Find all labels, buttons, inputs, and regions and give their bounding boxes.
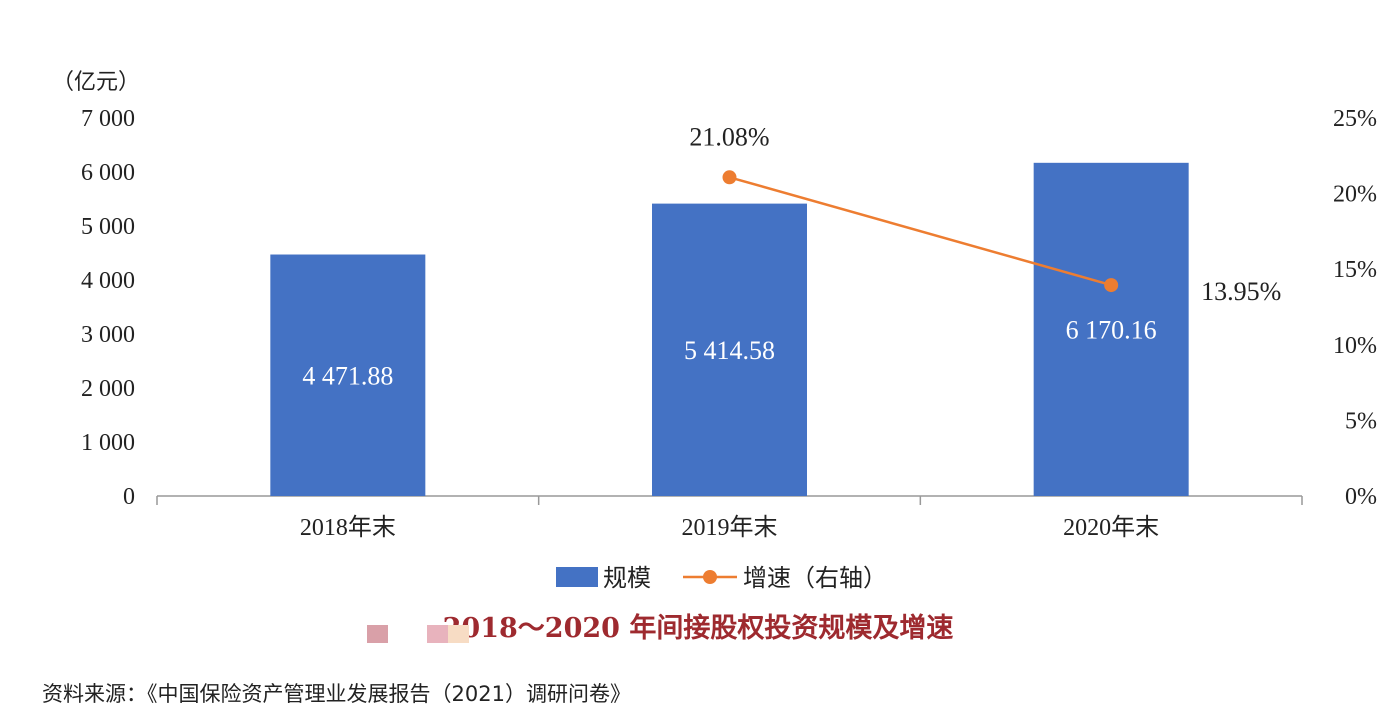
growth-point (1104, 278, 1119, 293)
x-tick-label: 2018年末 (300, 514, 396, 541)
decoration-mark (367, 625, 388, 643)
y-right-tick-label: 10% (1333, 333, 1377, 359)
bar (270, 254, 426, 496)
y-left-tick-label: 6 000 (81, 160, 135, 186)
y-left-tick-label: 1 000 (81, 430, 135, 456)
legend-label-line: 增速（右轴） (743, 564, 887, 592)
y-left-tick-label: 3 000 (81, 322, 135, 348)
chart: 0 1 000 2 000 3 000 4 000 5 000 6 000 7 000 （亿元）… (52, 70, 1377, 592)
bar (1033, 162, 1189, 497)
y-right-tick-label: 25% (1333, 106, 1377, 132)
growth-value-label: 13.95% (1201, 277, 1281, 306)
bar-value-label: 6 170.16 (1066, 315, 1157, 344)
growth-value-label: 21.08% (689, 122, 769, 151)
y-right-tick-label: 0% (1345, 484, 1377, 510)
y-right-tick-label: 15% (1333, 257, 1377, 283)
axes: 0 1 000 2 000 3 000 4 000 5 000 6 000 7 000 （亿元）… (52, 70, 1377, 541)
bar-value-label: 5 414.58 (684, 336, 775, 365)
decoration-mark (427, 625, 448, 643)
legend-label-bar: 规模 (603, 564, 651, 592)
source-note: 资料来源：《中国保险资产管理业发展报告（2021）调研问卷》 (42, 682, 631, 706)
y-left-tick-label: 4 000 (81, 268, 135, 294)
y-left-unit: （亿元） (52, 70, 140, 95)
y-left-tick-label: 0 (123, 484, 135, 510)
y-left-tick-label: 5 000 (81, 214, 135, 240)
chart-title: 2018～2020 年间接股权投资规模及增速 (442, 613, 954, 644)
bar (652, 203, 807, 497)
x-tick-label: 2019年末 (682, 514, 778, 541)
y-right-tick-label: 5% (1345, 408, 1377, 434)
bar-value-label: 4 471.88 (302, 361, 393, 390)
x-tick-label: 2020年末 (1063, 514, 1159, 541)
legend: 规模 增速（右轴） (556, 564, 887, 592)
y-right-tick-label: 20% (1333, 182, 1377, 208)
legend-swatch-bar (556, 567, 598, 587)
growth-line (722, 170, 1119, 293)
y-left-tick-label: 2 000 (81, 376, 135, 402)
bars (270, 162, 1189, 497)
y-left-tick-label: 7 000 (81, 106, 135, 132)
legend-swatch-marker (703, 570, 717, 584)
growth-line-path (729, 176, 1112, 287)
decoration-mark (448, 625, 469, 643)
data-labels: 4 471.88 5 414.58 6 170.16 21.08% 13.95% (302, 122, 1281, 390)
growth-point (722, 170, 737, 185)
